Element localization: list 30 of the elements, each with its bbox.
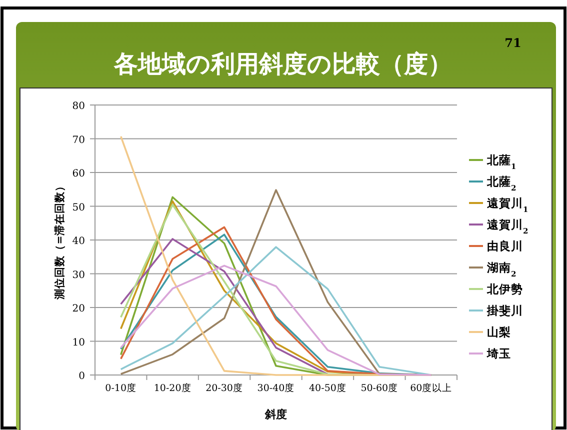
legend-label: 北伊勢: [486, 282, 523, 296]
legend-label: 湖南$_{2}$: [486, 260, 516, 278]
chart-title: 各地域の利用斜度の比較（度）: [113, 49, 452, 78]
y-tick-label: 50: [72, 202, 85, 214]
y-tick-label: 70: [72, 134, 85, 146]
x-tick-label: 50-60度: [360, 382, 398, 394]
legend-label: 埼玉: [486, 346, 511, 360]
text: 71: [504, 36, 522, 50]
y-axis-title: 測位回数（=滞在回数）: [53, 180, 66, 300]
y-tick-label: 10: [72, 337, 85, 348]
y-tick-label: 40: [72, 236, 85, 247]
legend-label: 由良川: [487, 239, 523, 253]
x-tick-label: 60度以上: [410, 382, 452, 394]
x-axis-title: 斜度: [264, 408, 287, 421]
x-tick-label: 40-50度: [309, 382, 346, 394]
x-tick-label: 20-30度: [206, 382, 243, 394]
x-tick-label: 0-10度: [105, 382, 137, 394]
legend-label: 掛斐川: [486, 304, 523, 318]
y-tick-label: 80: [72, 101, 85, 112]
y-tick-label: 0: [78, 371, 85, 382]
legend-label: 北薩$_{1}$: [486, 153, 516, 170]
y-tick-label: 60: [72, 168, 85, 180]
x-tick-label: 30-40度: [257, 382, 295, 394]
y-tick-label: 20: [72, 304, 85, 314]
legend-label: 遠賀川$_{2}$: [487, 218, 528, 235]
legend-label: 遠賀川$_{1}$: [487, 196, 528, 214]
y-tick-label: 30: [72, 270, 85, 281]
legend-label: 山梨: [487, 325, 511, 339]
x-tick-label: 10-20度: [154, 382, 192, 394]
legend-label: 北薩$_{2}$: [486, 174, 516, 192]
